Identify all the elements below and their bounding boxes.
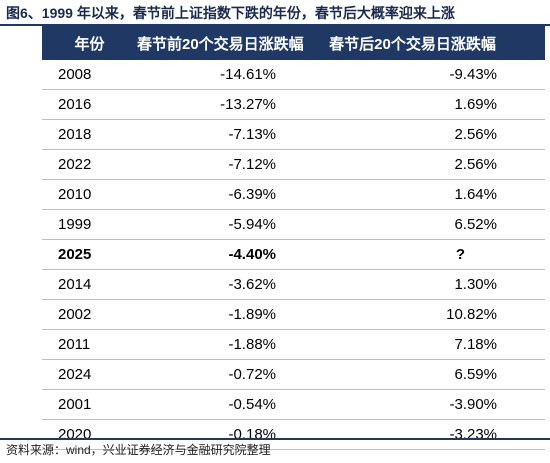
- table-row: 2011 -1.88% 7.18%: [42, 329, 545, 360]
- cell-pre-change: -7.13%: [137, 119, 280, 150]
- cell-year: 2011: [42, 329, 137, 360]
- cell-year: 2024: [42, 359, 137, 390]
- cell-year: 2014: [42, 269, 137, 300]
- cell-post-change: 10.82%: [280, 299, 545, 330]
- cell-post-change: 2.56%: [280, 149, 545, 180]
- cell-year: 2008: [42, 60, 137, 90]
- cell-pre-change: -1.89%: [137, 299, 280, 330]
- cell-pre-change: -0.72%: [137, 359, 280, 390]
- cell-post-change: -3.23%: [280, 419, 545, 450]
- cell-post-change: 1.30%: [280, 269, 545, 300]
- source-note: 资料来源：wind，兴业证券经济与金融研究院整理: [6, 443, 271, 457]
- table-row: 2010 -6.39% 1.64%: [42, 179, 545, 210]
- table-row: 2024 -0.72% 6.59%: [42, 359, 545, 390]
- header-post-festival-change: 春节后20个交易日涨跌幅: [280, 26, 545, 60]
- cell-year: 1999: [42, 209, 137, 240]
- table-row: 2014 -3.62% 1.30%: [42, 269, 545, 300]
- cell-pre-change: -6.39%: [137, 179, 280, 210]
- table-row: 2001 -0.54% -3.90%: [42, 389, 545, 420]
- table-row-highlight: 2025 -4.40% ?: [42, 239, 545, 270]
- cell-post-change: 7.18%: [280, 329, 545, 360]
- header-pre-festival-change: 春节前20个交易日涨跌幅: [137, 26, 304, 60]
- cell-year: 2018: [42, 119, 137, 150]
- cell-post-change: 1.64%: [280, 179, 545, 210]
- cell-post-change: -9.43%: [280, 60, 545, 90]
- cell-pre-change: -5.94%: [137, 209, 280, 240]
- bottom-divider: [0, 438, 550, 440]
- cell-post-change: ?: [280, 239, 545, 270]
- table-row: 2002 -1.89% 10.82%: [42, 299, 545, 330]
- table-row: 2022 -7.12% 2.56%: [42, 149, 545, 180]
- cell-post-change: 6.59%: [280, 359, 545, 390]
- cell-pre-change: -0.54%: [137, 389, 280, 420]
- cell-pre-change: -7.12%: [137, 149, 280, 180]
- cell-year: 2002: [42, 299, 137, 330]
- cell-post-change: -3.90%: [280, 389, 545, 420]
- cell-pre-change: -4.40%: [137, 239, 280, 270]
- title-divider: [0, 24, 550, 26]
- figure-title: 图6、1999 年以来，春节前上证指数下跌的年份，春节后大概率迎来上涨: [6, 5, 455, 21]
- table-row: 2018 -7.13% 2.56%: [42, 119, 545, 150]
- cell-year: 2022: [42, 149, 137, 180]
- table-row: 2016 -13.27% 1.69%: [42, 89, 545, 120]
- cell-post-change: 1.69%: [280, 89, 545, 120]
- cell-pre-change: -14.61%: [137, 60, 280, 90]
- cell-post-change: 6.52%: [280, 209, 545, 240]
- data-table: 年份 春节前20个交易日涨跌幅 春节后20个交易日涨跌幅 2008 -14.61…: [42, 26, 545, 450]
- header-year: 年份: [42, 26, 137, 60]
- table-header-row: 年份 春节前20个交易日涨跌幅 春节后20个交易日涨跌幅: [42, 26, 545, 60]
- cell-year: 2016: [42, 89, 137, 120]
- cell-year: 2025: [42, 239, 137, 270]
- cell-pre-change: -1.88%: [137, 329, 280, 360]
- cell-year: 2001: [42, 389, 137, 420]
- cell-year: 2010: [42, 179, 137, 210]
- table-row: 1999 -5.94% 6.52%: [42, 209, 545, 240]
- cell-pre-change: -13.27%: [137, 89, 280, 120]
- table-row: 2008 -14.61% -9.43%: [42, 60, 545, 90]
- cell-post-change: 2.56%: [280, 119, 545, 150]
- cell-pre-change: -3.62%: [137, 269, 280, 300]
